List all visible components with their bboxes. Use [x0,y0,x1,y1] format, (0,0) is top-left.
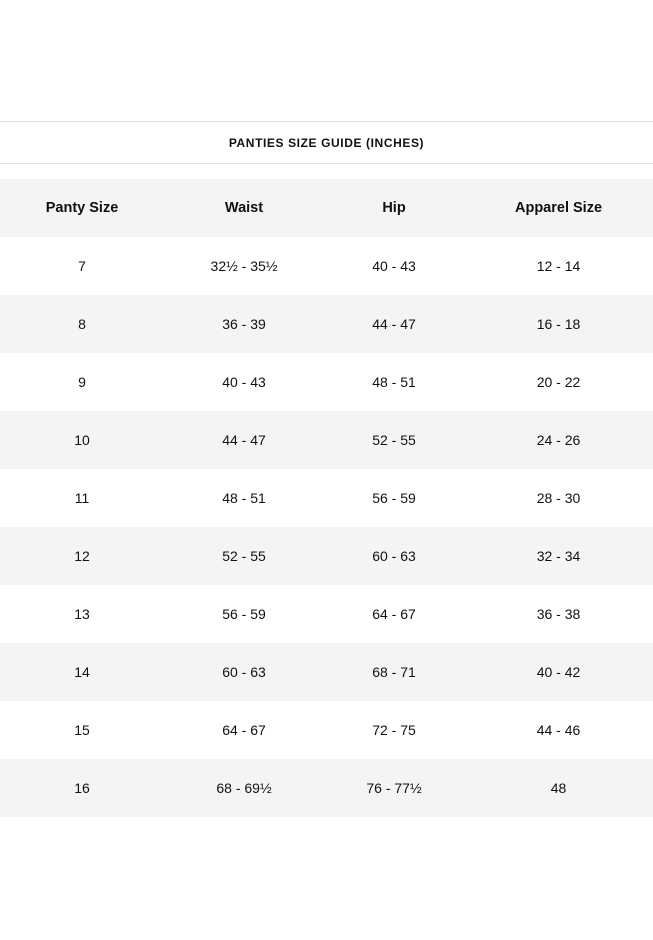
cell-hip: 72 - 75 [372,722,416,738]
size-guide-table: Panty Size Waist Hip Apparel Size 7 32½ -… [0,179,653,817]
cell-waist: 48 - 51 [222,490,266,506]
table-row: 12 52 - 55 60 - 63 32 - 34 [0,527,653,585]
table-row: 7 32½ - 35½ 40 - 43 12 - 14 [0,237,653,295]
table-row: 15 64 - 67 72 - 75 44 - 46 [0,701,653,759]
cell-apparel-size: 16 - 18 [536,316,581,332]
cell-waist: 60 - 63 [222,664,266,680]
header-apparel-size: Apparel Size [514,200,603,216]
table-row: 13 56 - 59 64 - 67 36 - 38 [0,585,653,643]
cell-panty-size: 7 [78,258,86,274]
cell-panty-size: 9 [78,374,86,390]
cell-apparel-size: 28 - 30 [536,490,581,506]
cell-hip: 52 - 55 [372,432,416,448]
cell-apparel-size: 36 - 38 [536,606,581,622]
cell-panty-size: 14 [74,664,90,680]
cell-hip: 60 - 63 [372,548,416,564]
cell-waist: 52 - 55 [222,548,266,564]
cell-waist: 56 - 59 [222,606,266,622]
cell-panty-size: 10 [74,432,90,448]
cell-panty-size: 12 [74,548,90,564]
cell-hip: 44 - 47 [372,316,416,332]
cell-hip: 48 - 51 [372,374,416,390]
cell-hip: 64 - 67 [372,606,416,622]
header-waist: Waist [224,200,264,216]
cell-panty-size: 16 [74,780,90,796]
cell-apparel-size: 32 - 34 [536,548,581,564]
table-row: 10 44 - 47 52 - 55 24 - 26 [0,411,653,469]
page-title: PANTIES SIZE GUIDE (INCHES) [228,135,425,150]
table-row: 14 60 - 63 68 - 71 40 - 42 [0,643,653,701]
cell-waist: 36 - 39 [222,316,266,332]
cell-apparel-size: 40 - 42 [536,664,581,680]
cell-waist: 44 - 47 [222,432,266,448]
cell-panty-size: 13 [74,606,90,622]
table-row: 16 68 - 69½ 76 - 77½ 48 [0,759,653,817]
title-bar: PANTIES SIZE GUIDE (INCHES) [0,121,653,164]
cell-hip: 56 - 59 [372,490,416,506]
cell-apparel-size: 48 [550,780,567,796]
cell-apparel-size: 12 - 14 [536,258,581,274]
table-header-row: Panty Size Waist Hip Apparel Size [0,179,653,237]
cell-waist: 64 - 67 [222,722,266,738]
cell-hip: 40 - 43 [372,258,416,274]
cell-apparel-size: 24 - 26 [536,432,581,448]
cell-waist: 40 - 43 [222,374,266,390]
cell-panty-size: 8 [78,316,86,332]
cell-panty-size: 15 [74,722,90,738]
cell-hip: 76 - 77½ [366,780,422,796]
cell-panty-size: 11 [74,490,90,506]
header-hip: Hip [382,200,406,216]
table-body: 7 32½ - 35½ 40 - 43 12 - 14 8 36 - 39 44 - 47 1… [0,237,653,817]
cell-waist: 68 - 69½ [216,780,272,796]
cell-waist: 32½ - 35½ [210,258,278,274]
table-row: 9 40 - 43 48 - 51 20 - 22 [0,353,653,411]
cell-apparel-size: 20 - 22 [536,374,581,390]
header-panty-size: Panty Size [45,200,119,216]
table-row: 11 48 - 51 56 - 59 28 - 30 [0,469,653,527]
cell-hip: 68 - 71 [372,664,416,680]
table-row: 8 36 - 39 44 - 47 16 - 18 [0,295,653,353]
cell-apparel-size: 44 - 46 [536,722,581,738]
